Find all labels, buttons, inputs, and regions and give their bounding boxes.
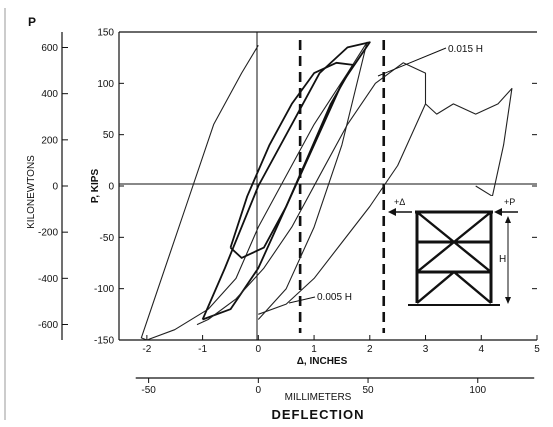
x-axis-label: Δ, INCHES <box>297 356 348 367</box>
x-tick-label-4: 2 <box>367 344 373 355</box>
x-tick-label-1: -1 <box>198 344 207 355</box>
mm-tick-label-1: 0 <box>256 385 262 396</box>
kn-tick-label-1: 400 <box>41 89 58 100</box>
kilonewton-axis: 600 400 200 0 -200 -400 -600 <box>38 32 68 340</box>
load-arrow-head <box>494 208 502 216</box>
y-tick-label-2: -50 <box>100 233 115 244</box>
annotation-leader-0005h <box>288 296 316 304</box>
y-axis-label: P, KIPS <box>90 169 101 204</box>
hysteresis-loop-4 <box>425 87 513 197</box>
x-tick-label-3: 1 <box>311 344 317 355</box>
frame-brace-3 <box>416 270 492 304</box>
kn-tick-label-4: -200 <box>38 228 58 239</box>
hysteresis-loops <box>140 41 513 341</box>
height-label: H <box>499 254 506 265</box>
kn-tick-label-5: -400 <box>38 274 58 285</box>
kilonewton-label: KILONEWTONS <box>26 155 37 229</box>
kilonewton-header: P <box>28 15 36 29</box>
load-label: +P <box>504 197 515 207</box>
delta-label: +Δ <box>394 197 405 207</box>
x-tick-label-5: 3 <box>423 344 429 355</box>
annotation-text-0005h: 0.005 H <box>317 292 352 303</box>
y-tick-label-1: -100 <box>94 284 114 295</box>
millimeter-axis: -50 0 50 100 <box>135 377 535 396</box>
kn-tick-label-2: 200 <box>41 135 58 146</box>
chart-caption: DEFLECTION <box>271 407 364 422</box>
x-tick-label-0: -2 <box>142 344 151 355</box>
inset-background <box>388 196 520 314</box>
annotation-0005h: 0.005 H <box>288 292 352 304</box>
x-tick-label-7: 5 <box>534 344 540 355</box>
y-tick-label-0: -150 <box>94 336 114 347</box>
x-tick-label-6: 4 <box>478 344 484 355</box>
kn-tick-label-0: 600 <box>41 43 58 54</box>
y-axis-ticks: -150 -100 -50 0 50 100 150 <box>94 28 537 347</box>
hysteresis-loop-1 <box>201 41 371 321</box>
y-tick-label-4: 50 <box>103 130 115 141</box>
kn-tick-label-3: 0 <box>52 182 58 193</box>
mm-tick-label-2: 50 <box>362 385 374 396</box>
mm-tick-label-0: -50 <box>141 385 156 396</box>
annotation-0015h: 0.015 H <box>377 44 483 77</box>
y-tick-label-6: 150 <box>97 28 114 39</box>
height-arrow-bottom <box>505 297 511 304</box>
annotation-text-0015h: 0.015 H <box>448 44 483 55</box>
hysteresis-loop-0 <box>140 41 368 341</box>
millimeter-label: MILLIMETERS <box>285 392 352 403</box>
frame-inset-diagram: +Δ +P H <box>388 196 520 314</box>
mm-tick-label-3: 100 <box>469 385 486 396</box>
x-tick-label-2: 0 <box>256 344 262 355</box>
delta-arrow-head <box>388 208 396 216</box>
x-axis-ticks: -2 -1 0 1 2 3 4 5 <box>142 335 540 355</box>
annotation-leader-0015h <box>377 47 447 77</box>
frame-brace-2 <box>416 240 492 273</box>
height-arrow-top <box>505 216 511 223</box>
hysteresis-loop-3 <box>196 62 427 326</box>
hysteresis-loop-2 <box>229 61 355 259</box>
y-tick-label-3: 0 <box>108 182 114 193</box>
kn-tick-label-6: -600 <box>38 320 58 331</box>
y-tick-label-5: 100 <box>97 79 114 90</box>
